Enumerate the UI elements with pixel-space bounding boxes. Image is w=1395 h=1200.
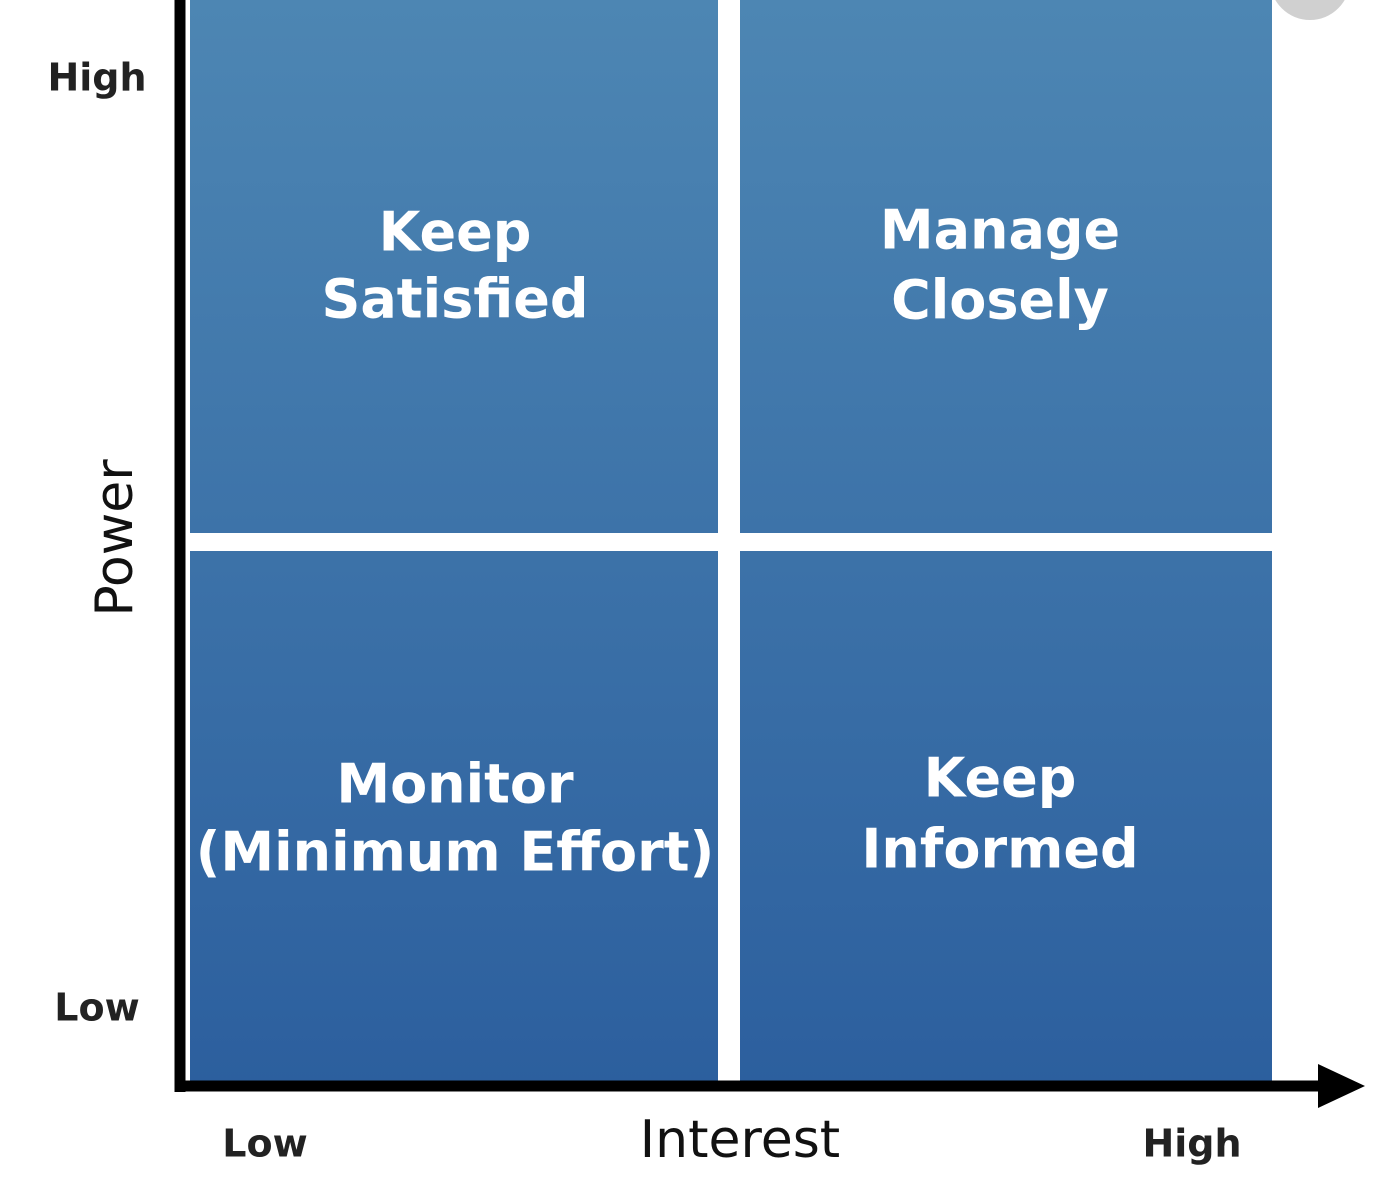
y-tick-label: Low [54, 986, 139, 1030]
quadrant [190, 551, 718, 1081]
quadrant-label: Informed [861, 818, 1138, 881]
y-tick-label: High [47, 56, 146, 100]
x-tick-label: High [1142, 1122, 1241, 1166]
x-tick-label: Low [222, 1122, 307, 1166]
quadrant [740, 0, 1272, 533]
quadrant [190, 0, 718, 533]
quadrant-label: Satisfied [321, 268, 588, 331]
quadrant-label: Keep [924, 747, 1077, 810]
x-axis-label: Interest [640, 1110, 840, 1170]
corner-artifact [1275, 0, 1345, 20]
quadrant-label: (Minimum Effort) [196, 821, 715, 884]
quadrant-label: Closely [891, 269, 1109, 332]
quadrant-label: Manage [880, 199, 1120, 262]
y-axis-label: Power [85, 459, 145, 617]
quadrant-label: Keep [379, 201, 532, 264]
quadrant [740, 551, 1272, 1081]
x-axis-arrow [1318, 1064, 1365, 1108]
quadrant-label: Monitor [336, 753, 574, 816]
